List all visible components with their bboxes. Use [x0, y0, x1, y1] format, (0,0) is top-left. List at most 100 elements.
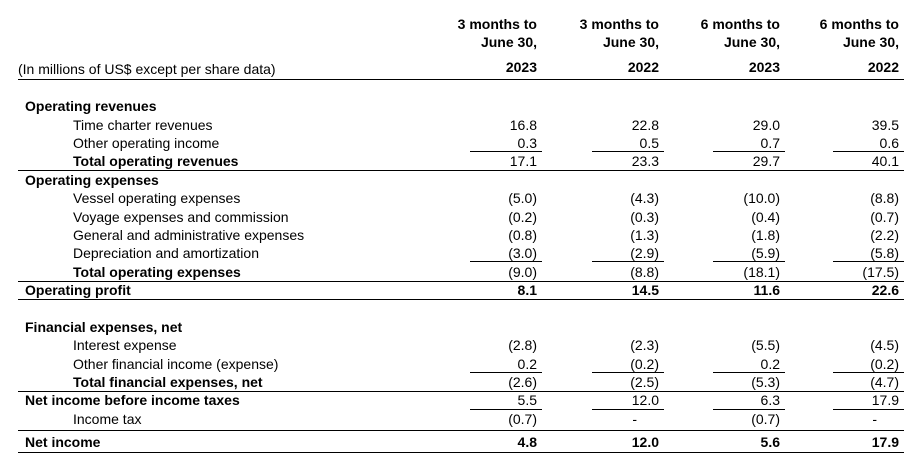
row-value: 17.9 [871, 434, 899, 450]
column-rule [592, 372, 664, 373]
row-value: (4.7) [870, 374, 899, 390]
statement-row: Net income 4.8 12.0 5.6 17.9 [0, 433, 912, 452]
column-period: 6 months to [700, 16, 780, 32]
row-value: 40.1 [871, 153, 899, 169]
row-label: Income tax [73, 411, 142, 427]
row-value: (2.6) [508, 374, 537, 390]
row-value: (0.4) [751, 209, 780, 225]
row-label: Depreciation and amortization [73, 245, 259, 261]
row-value: (0.8) [508, 227, 537, 243]
row-value: - [872, 411, 877, 427]
row-value: (10.0) [743, 190, 780, 206]
row-value: (1.8) [751, 227, 780, 243]
statement-row: Operating revenues [0, 97, 912, 116]
column-rule [833, 372, 904, 373]
row-label: Total operating revenues [73, 153, 239, 169]
column-period: 6 months to [819, 16, 899, 32]
column-header: 6 months to June 30, 2023 [701, 15, 780, 76]
column-date: June 30, [480, 34, 537, 50]
row-value: (5.9) [751, 245, 780, 261]
statement-row: Total operating revenues 17.1 23.3 29.7 40.1 [0, 152, 912, 171]
row-label: Interest expense [73, 337, 177, 353]
row-label: Operating profit [25, 282, 131, 298]
row-value: (2.8) [508, 337, 537, 353]
subtotal-rule [18, 169, 904, 171]
statement-row: Depreciation and amortization (3.0) (2.9) (… [0, 244, 912, 263]
row-value: 0.5 [639, 135, 659, 151]
column-header: 3 months to June 30, 2023 [458, 15, 537, 76]
row-value: (0.7) [751, 411, 780, 427]
row-value: (2.2) [870, 227, 899, 243]
row-value: 14.5 [631, 282, 659, 298]
column-rule [833, 261, 904, 262]
row-value: (18.1) [743, 264, 780, 280]
row-value: (0.2) [630, 356, 659, 372]
row-value: (5.3) [751, 374, 780, 390]
column-rule [713, 372, 785, 373]
column-date: June 30, [842, 34, 899, 50]
row-value: (0.3) [630, 209, 659, 225]
column-rule [833, 151, 904, 152]
total-rule [18, 298, 904, 300]
statement-row: Other financial income (expense) 0.2 (0.2)… [0, 355, 912, 374]
row-value: 12.0 [631, 434, 659, 450]
row-value: (8.8) [870, 190, 899, 206]
row-value: 39.5 [871, 117, 899, 133]
statement-row: General and administrative expenses (0.8)… [0, 226, 912, 245]
column-year: 2023 [505, 59, 537, 75]
row-value: (5.8) [870, 245, 899, 261]
row-value: (2.9) [630, 245, 659, 261]
row-value: 23.3 [631, 153, 659, 169]
column-year: 2023 [748, 59, 780, 75]
statement-row: Operating expenses [0, 171, 912, 190]
row-label: Time charter revenues [73, 117, 213, 133]
row-value: (0.2) [508, 209, 537, 225]
row-value: 0.3 [517, 135, 537, 151]
column-rule [470, 408, 542, 410]
column-rule [592, 261, 664, 262]
row-label: Operating revenues [25, 98, 157, 114]
row-value: - [632, 411, 637, 427]
row-value: 29.0 [752, 117, 780, 133]
statement-row: Other operating income 0.3 0.5 0.7 0.6 [0, 134, 912, 153]
row-value: 0.2 [760, 356, 780, 372]
row-value: 5.6 [760, 434, 780, 450]
row-value: (2.3) [630, 337, 659, 353]
row-label: General and administrative expenses [73, 227, 305, 243]
column-date: June 30, [723, 34, 780, 50]
statement-row: Income tax (0.7) - (0.7) - [0, 410, 912, 429]
column-period: 3 months to [457, 16, 537, 32]
statement-row: Operating profit 8.1 14.5 11.6 22.6 [0, 281, 912, 300]
column-rule [470, 261, 542, 262]
net-rule-top [18, 429, 904, 431]
row-label: Other operating income [73, 135, 220, 151]
column-period: 3 months to [579, 16, 659, 32]
row-value: (1.3) [630, 227, 659, 243]
row-value: 17.1 [509, 153, 537, 169]
row-value: 22.8 [631, 117, 659, 133]
row-value: 17.9 [871, 392, 899, 408]
row-value: (8.8) [630, 264, 659, 280]
row-value: (17.5) [862, 264, 899, 280]
unit-label: (In millions of US$ except per share dat… [18, 61, 276, 77]
row-label: Other financial income (expense) [73, 356, 279, 372]
row-label: Net income before income taxes [25, 392, 240, 408]
column-date: June 30, [602, 34, 659, 50]
row-value: (0.7) [870, 209, 899, 225]
row-value: 6.3 [760, 392, 780, 408]
row-value: 22.6 [871, 282, 899, 298]
row-label: Total operating expenses [73, 264, 241, 280]
column-rule [713, 261, 785, 262]
row-label: Net income [25, 434, 101, 450]
statement-row: Time charter revenues 16.8 22.8 29.0 39.5 [0, 116, 912, 135]
row-value: 16.8 [509, 117, 537, 133]
row-value: (0.2) [870, 356, 899, 372]
row-label: Voyage expenses and commission [73, 209, 289, 225]
column-header: 6 months to June 30, 2022 [820, 15, 899, 76]
row-value: 29.7 [752, 153, 780, 169]
row-value: 0.6 [879, 135, 899, 151]
row-value: 4.8 [517, 434, 537, 450]
row-value: 0.2 [517, 356, 537, 372]
column-rule [713, 151, 785, 152]
row-value: 0.7 [760, 135, 780, 151]
